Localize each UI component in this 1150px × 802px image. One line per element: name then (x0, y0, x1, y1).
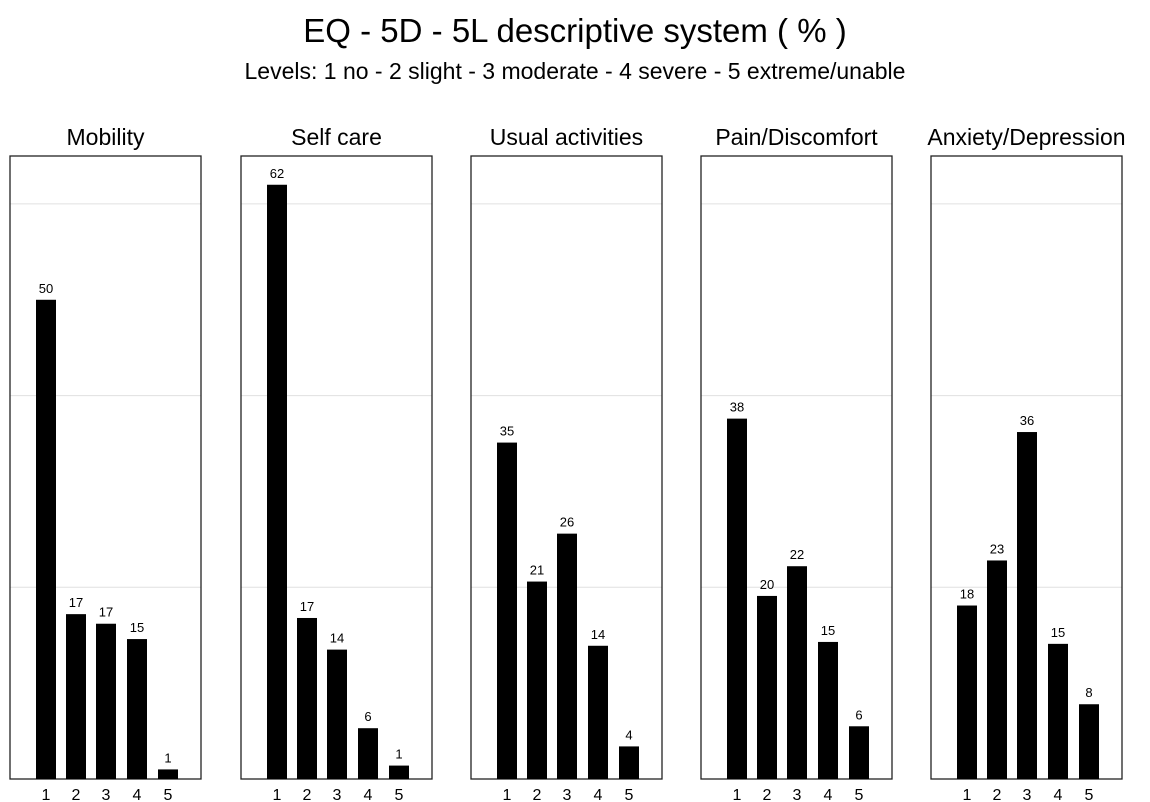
panel-title-anxiety-depression: Anxiety/Depression (927, 124, 1125, 150)
x-tick-label: 4 (364, 787, 373, 802)
bar (588, 645, 608, 779)
data-label: 14 (330, 631, 344, 646)
chart-title: EQ - 5D - 5L descriptive system ( % ) (303, 12, 847, 49)
data-label: 21 (530, 563, 544, 578)
bar (727, 418, 747, 779)
data-label: 18 (960, 587, 974, 602)
x-tick-label: 4 (594, 787, 603, 802)
data-label: 8 (1085, 685, 1092, 700)
x-tick-label: 5 (1085, 787, 1094, 802)
bar (787, 566, 807, 779)
x-tick-label: 3 (333, 787, 342, 802)
data-label: 36 (1020, 413, 1034, 428)
data-label: 14 (591, 627, 605, 642)
data-label: 1 (395, 747, 402, 762)
x-tick-label: 1 (503, 787, 512, 802)
x-tick-label: 3 (1023, 787, 1032, 802)
bar (619, 746, 639, 779)
x-tick-label: 2 (993, 787, 1002, 802)
data-label: 15 (821, 623, 835, 638)
bar (957, 605, 977, 779)
data-label: 17 (300, 599, 314, 614)
bar (358, 728, 378, 779)
bar (1079, 704, 1099, 779)
bar (389, 765, 409, 779)
bar (849, 726, 869, 779)
panel-title-usual-activities: Usual activities (490, 124, 643, 150)
panel-title-mobility: Mobility (67, 124, 145, 150)
panel-title-pain-discomfort: Pain/Discomfort (715, 124, 878, 150)
bar (1017, 432, 1037, 779)
x-tick-label: 2 (72, 787, 81, 802)
x-tick-label: 1 (273, 787, 282, 802)
data-label: 38 (730, 400, 744, 415)
data-label: 26 (560, 515, 574, 530)
x-tick-label: 4 (133, 787, 142, 802)
x-tick-label: 4 (824, 787, 833, 802)
x-tick-label: 1 (963, 787, 972, 802)
data-label: 23 (990, 541, 1004, 556)
data-label: 6 (364, 709, 371, 724)
x-tick-label: 2 (763, 787, 772, 802)
x-tick-label: 4 (1054, 787, 1063, 802)
data-label: 17 (99, 605, 113, 620)
x-tick-label: 2 (303, 787, 312, 802)
x-tick-label: 5 (395, 787, 404, 802)
x-tick-label: 5 (164, 787, 173, 802)
data-label: 15 (130, 620, 144, 635)
data-label: 1 (164, 750, 171, 765)
bar (557, 533, 577, 779)
bar (757, 595, 777, 779)
data-label: 20 (760, 577, 774, 592)
bar (66, 614, 86, 779)
bar (327, 649, 347, 779)
x-tick-label: 3 (102, 787, 111, 802)
data-label: 62 (270, 166, 284, 181)
bar (36, 299, 56, 779)
data-label: 17 (69, 595, 83, 610)
data-label: 22 (790, 547, 804, 562)
bar (1048, 643, 1068, 779)
bar (96, 623, 116, 779)
x-tick-label: 3 (793, 787, 802, 802)
x-tick-label: 1 (42, 787, 51, 802)
x-tick-label: 2 (533, 787, 542, 802)
data-label: 6 (855, 707, 862, 722)
data-label: 15 (1051, 625, 1065, 640)
x-tick-label: 5 (625, 787, 634, 802)
panel-title-self-care: Self care (291, 124, 382, 150)
data-label: 35 (500, 424, 514, 439)
bar (127, 639, 147, 779)
bar (987, 560, 1007, 779)
x-tick-label: 5 (855, 787, 864, 802)
data-label: 4 (625, 727, 632, 742)
bar (158, 769, 178, 779)
data-label: 50 (39, 281, 53, 296)
x-tick-label: 1 (733, 787, 742, 802)
bar (267, 184, 287, 779)
bar (497, 442, 517, 779)
chart-subtitle: Levels: 1 no - 2 slight - 3 moderate - 4… (244, 58, 906, 84)
x-tick-label: 3 (563, 787, 572, 802)
bar (297, 617, 317, 779)
bar (527, 581, 547, 779)
bar (818, 641, 838, 779)
